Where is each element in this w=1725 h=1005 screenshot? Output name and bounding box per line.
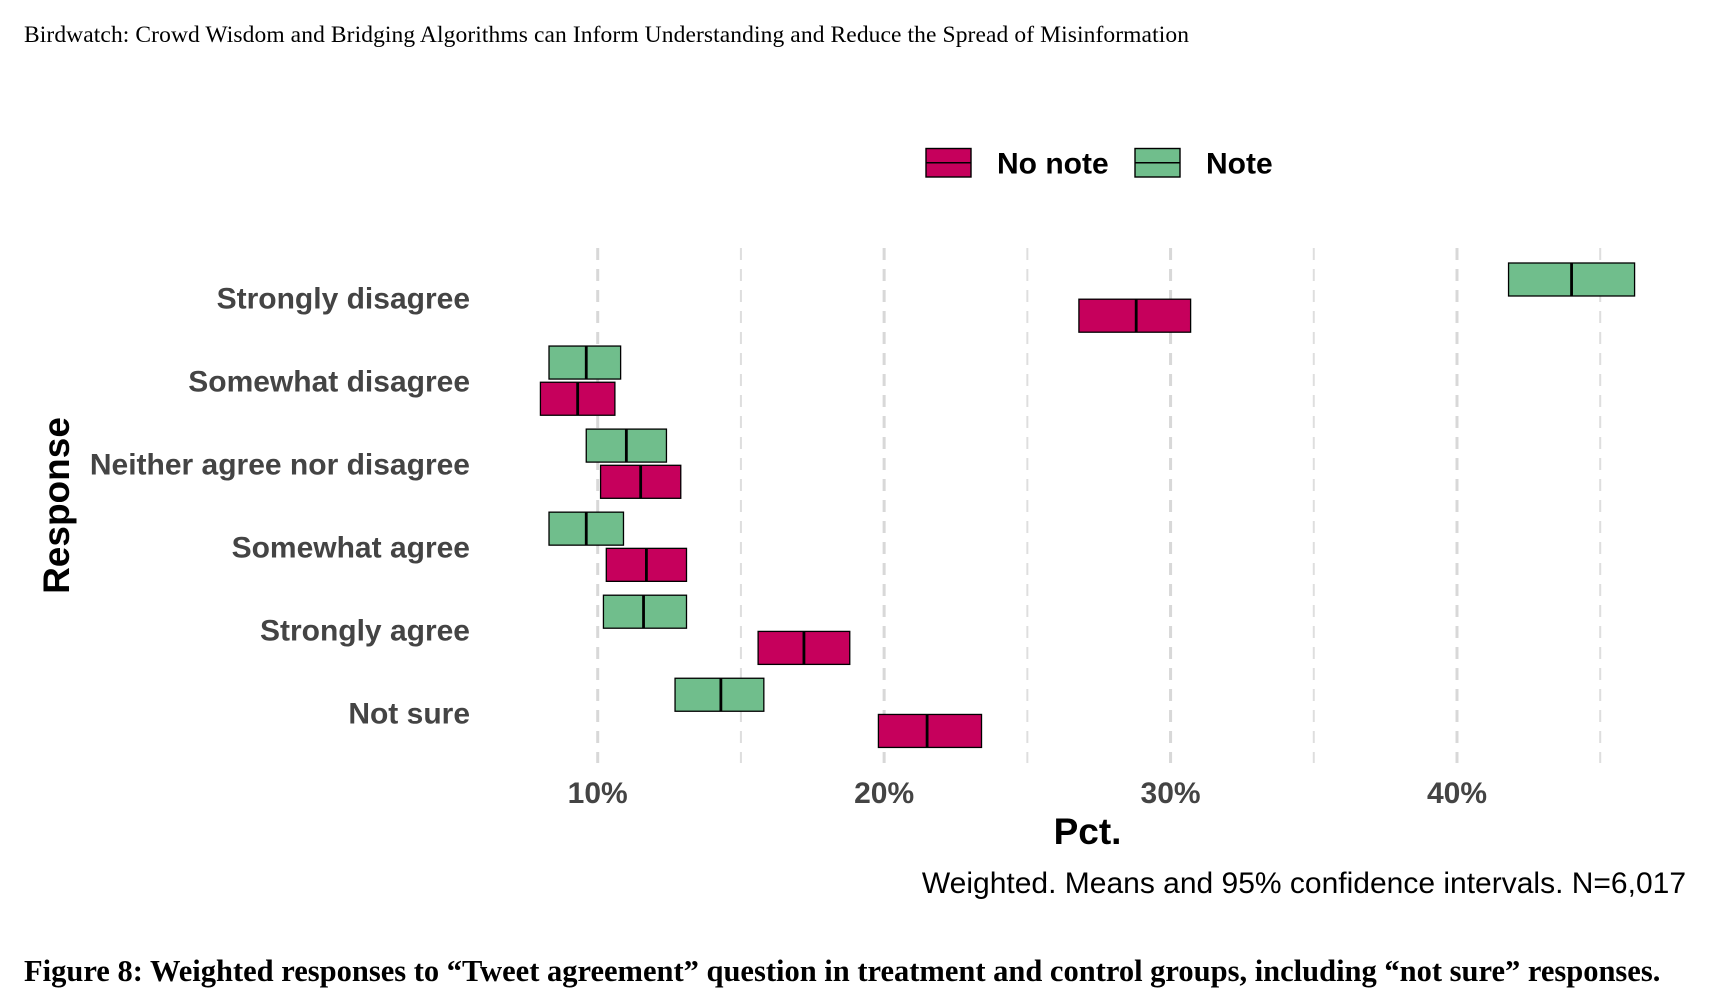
x-tick-label: 20% [854,777,914,810]
y-axis: Strongly disagree Somewhat disagree Neithe… [36,282,470,730]
x-tick-label: 30% [1141,777,1201,810]
legend-label-no-note: No note [997,148,1109,181]
ci-box-note-somewhat-disagree [548,345,622,380]
crossbars [539,262,1636,749]
x-axis-title: Pct. [1054,811,1122,852]
ci-box-no-note-not-sure [877,713,983,749]
chart-note: Weighted. Means and 95% confidence inter… [922,867,1686,900]
running-header: Birdwatch: Crowd Wisdom and Bridging Alg… [24,22,1190,48]
ci-box-note-strongly-agree [602,594,688,629]
y-category-label: Strongly agree [260,615,470,648]
x-tick-label: 10% [568,777,628,810]
x-axis: 10% 20% 30% 40% Pct. [568,777,1487,852]
y-category-label: Not sure [348,698,470,731]
ci-box-note-not-sure [674,677,765,712]
y-category-label: Strongly disagree [217,282,470,315]
legend: No note Note [925,148,1273,181]
gridlines [596,248,1602,763]
y-category-label: Somewhat agree [232,531,470,564]
legend-label-note: Note [1206,148,1273,181]
ci-box-no-note-strongly-disagree [1078,298,1192,333]
y-axis-title: Response [36,417,77,594]
y-category-label: Neither agree nor disagree [90,448,470,481]
y-category-label: Somewhat disagree [188,365,470,398]
figure-caption: Figure 8: Weighted responses to “Tweet a… [24,954,1661,988]
x-tick-label: 40% [1427,777,1487,810]
